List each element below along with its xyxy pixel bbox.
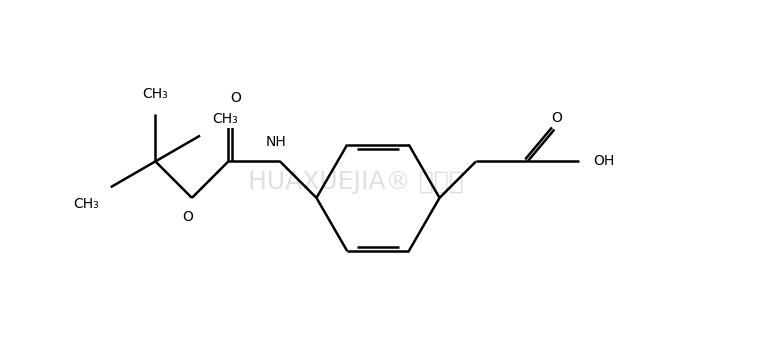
Text: O: O	[551, 111, 562, 125]
Text: CH₃: CH₃	[73, 197, 99, 211]
Text: HUAXUEJIA® 化学加: HUAXUEJIA® 化学加	[248, 170, 464, 193]
Text: O: O	[230, 91, 241, 105]
Text: NH: NH	[266, 135, 286, 150]
Text: OH: OH	[593, 154, 615, 168]
Text: CH₃: CH₃	[142, 87, 168, 101]
Text: O: O	[182, 210, 193, 224]
Text: CH₃: CH₃	[212, 112, 238, 126]
